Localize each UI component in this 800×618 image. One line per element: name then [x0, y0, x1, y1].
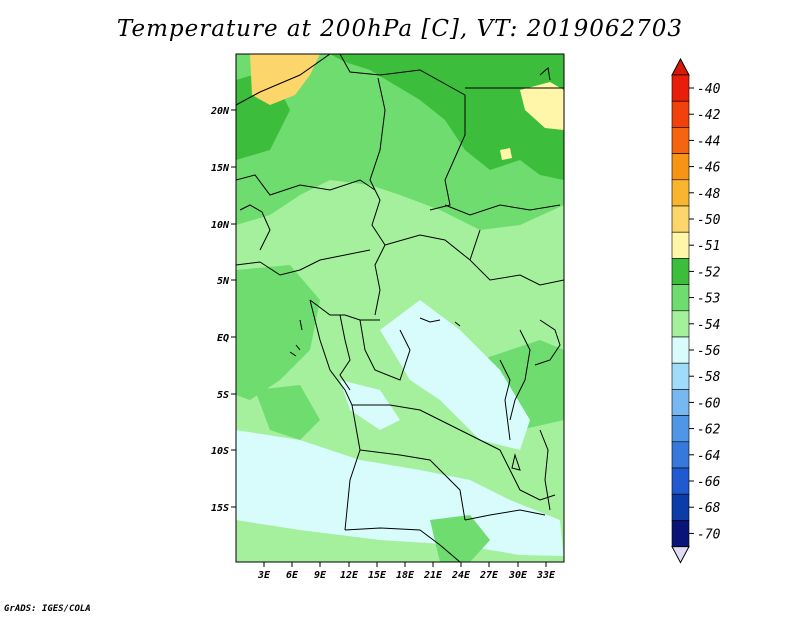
colorbar-label: -51	[697, 239, 720, 254]
colorbar-swatch	[671, 74, 690, 102]
colorbar-label: -44	[697, 134, 720, 149]
lat-tick-label: 10S	[211, 446, 229, 457]
colorbar-label: -42	[697, 108, 721, 123]
colorbar-swatch	[671, 493, 690, 521]
lon-tick-label: 24E	[451, 570, 471, 581]
colorbar-swatch	[671, 153, 690, 181]
colorbar-label: -46	[697, 161, 721, 176]
lon-tick-label: 30E	[508, 570, 528, 581]
lon-tick-label: 33E	[536, 570, 556, 581]
colorbar-label: -40	[697, 82, 721, 97]
lat-tick-label: 15S	[211, 503, 229, 514]
colorbar-swatch	[671, 336, 690, 364]
colorbar-swatch	[671, 467, 690, 495]
colorbar-swatch	[671, 231, 690, 259]
colorbar-label: -50	[697, 213, 721, 228]
colorbar-label: -58	[697, 370, 721, 385]
colorbar-label: -48	[697, 187, 721, 202]
colorbar-swatch	[671, 205, 690, 233]
colorbar-bottom-cap	[671, 546, 690, 564]
colorbar-label: -62	[697, 423, 721, 438]
colorbar: -40 -42 -44 -46 -48 -50 -51 -52 -53 -54 -56 -58 -60 -…	[671, 57, 721, 564]
lat-axis	[231, 109, 236, 508]
colorbar-swatch	[671, 258, 690, 285]
colorbar-label: -53	[697, 292, 720, 307]
lon-tick-label: 3E	[257, 570, 271, 581]
colorbar-swatch	[671, 362, 690, 390]
lon-axis	[263, 562, 547, 567]
lat-tick-label: EQ	[217, 333, 229, 344]
colorbar-label: -52	[697, 265, 721, 280]
colorbar-swatch	[671, 415, 690, 443]
country-borders	[236, 54, 564, 562]
colorbar-label: -54	[697, 318, 720, 333]
colorbar-swatch	[671, 127, 690, 154]
colorbar-swatch	[671, 179, 690, 207]
lat-tick-label: 5N	[217, 276, 230, 287]
credit-label: GrADS: IGES/COLA	[4, 604, 91, 614]
colorbar-label: -66	[697, 475, 721, 490]
lat-tick-label: 20N	[210, 106, 230, 117]
lon-tick-label: 15E	[368, 570, 387, 581]
lat-tick-label: 15N	[211, 163, 230, 174]
lon-tick-label: 12E	[340, 570, 359, 581]
plot-frame	[235, 53, 565, 563]
colorbar-swatch	[671, 100, 690, 128]
lat-tick-label: 5S	[217, 390, 229, 401]
temperature-field	[236, 54, 564, 562]
colorbar-label: -70	[697, 527, 721, 542]
colorbar-swatch	[671, 441, 690, 469]
lat-tick-label: 10N	[211, 220, 230, 231]
colorbar-swatch	[671, 520, 690, 547]
lon-tick-label: 21E	[423, 570, 443, 581]
lon-tick-label: 18E	[396, 570, 415, 581]
map-title: Temperature at 200hPa [C], VT: 201906270…	[116, 16, 684, 42]
colorbar-label: -56	[697, 344, 721, 359]
colorbar-swatch	[671, 284, 690, 312]
colorbar-label: -68	[697, 501, 721, 516]
colorbar-label: -64	[697, 449, 720, 464]
colorbar-swatch	[671, 389, 690, 416]
lon-tick-label: 6E	[286, 570, 299, 581]
lon-tick-label: 9E	[314, 570, 327, 581]
colorbar-swatch	[671, 310, 690, 338]
colorbar-label: -60	[697, 396, 721, 411]
colorbar-top-cap	[671, 57, 690, 76]
lon-tick-label: 27E	[479, 570, 499, 581]
